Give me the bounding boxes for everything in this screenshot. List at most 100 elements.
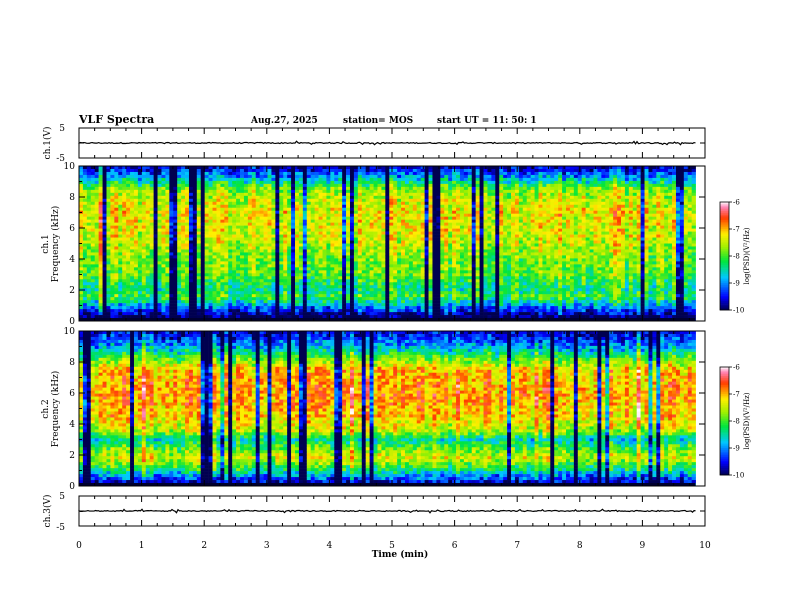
ch1-spec-cell bbox=[444, 174, 449, 179]
ch1-spec-cell bbox=[377, 252, 382, 256]
ch1-spec-cell bbox=[236, 166, 241, 170]
ch1-spec-cell bbox=[318, 171, 323, 176]
ch1-spec-cell bbox=[393, 186, 398, 191]
ch1-spec-cell bbox=[298, 166, 304, 170]
ch1-spec-cell bbox=[106, 237, 111, 241]
ch1-spec-cell bbox=[444, 288, 449, 292]
ch1-spec-cell bbox=[122, 166, 127, 170]
ch1-spec-cell bbox=[208, 207, 213, 212]
ch1-spec-cell bbox=[287, 306, 292, 310]
ch1-spec-cell bbox=[428, 195, 433, 200]
ch1-spec-cell bbox=[106, 222, 111, 226]
ch1-spec-cell bbox=[349, 246, 355, 250]
ch1-spec-cell bbox=[196, 189, 202, 194]
ch1-spec-cell bbox=[90, 309, 96, 313]
ch1-spec-cell bbox=[330, 303, 335, 307]
ch1-spec-cell bbox=[279, 168, 284, 173]
ch1-spec-cell bbox=[161, 315, 166, 319]
ch1-spec-cell bbox=[90, 204, 96, 209]
ch1-spec-cell bbox=[361, 219, 367, 223]
ch1-spec-cell bbox=[153, 255, 158, 259]
ch1-spec-cell bbox=[141, 201, 147, 206]
ch1-spec-cell bbox=[295, 276, 300, 280]
ch1-spec-cell bbox=[401, 300, 406, 304]
ch1-spec-cell bbox=[106, 171, 111, 176]
ch1-spec-cell bbox=[342, 228, 347, 232]
ch1-spec-cell bbox=[204, 255, 209, 259]
ch1-spec-cell bbox=[126, 204, 131, 209]
ch1-spec-cell bbox=[165, 306, 170, 310]
ch1-spec-cell bbox=[149, 216, 154, 220]
ch1-spec-cell bbox=[161, 255, 166, 259]
ch1-spec-cell bbox=[240, 180, 245, 185]
ch1-spec-cell bbox=[353, 222, 359, 226]
ch1-spec-cell bbox=[220, 174, 225, 179]
ch1-spec-cell bbox=[220, 204, 225, 209]
ch1-spec-cell bbox=[326, 279, 331, 283]
ch1-spec-cell bbox=[220, 231, 225, 235]
ch1-spec-cell bbox=[275, 315, 280, 319]
ch1-spec-cell bbox=[216, 237, 221, 241]
ch1-spec-cell bbox=[255, 252, 260, 256]
ch1-spec-cell bbox=[424, 246, 429, 250]
ch1-spec-cell bbox=[220, 279, 225, 283]
ch1-spec-cell bbox=[436, 303, 441, 307]
ch1-spec-cell bbox=[342, 312, 347, 316]
ch1-spec-cell bbox=[295, 291, 300, 295]
ch1-spec-cell bbox=[271, 213, 276, 217]
ch1-spec-cell bbox=[200, 210, 205, 214]
ch1-spec-cell bbox=[369, 237, 374, 241]
ch1-spec-cell bbox=[408, 246, 414, 250]
ch1-spec-cell bbox=[295, 213, 300, 217]
ch1-spec-cell bbox=[243, 264, 249, 268]
ch1-spec-cell bbox=[212, 294, 217, 298]
ch1-spec-cell bbox=[353, 306, 359, 310]
ch1-spec-cell bbox=[161, 216, 166, 220]
ch1-spec-cell bbox=[216, 166, 221, 170]
ch1-spec-cell bbox=[318, 166, 323, 170]
ch1-spec-cell bbox=[216, 279, 221, 283]
ch1-spec-cell bbox=[165, 240, 170, 244]
ch1-spec-cell bbox=[295, 174, 300, 179]
ch1-spec-cell bbox=[326, 180, 331, 185]
ch1-spec-cell bbox=[240, 213, 245, 217]
ch1-spec-cell bbox=[393, 171, 398, 176]
ch1-spec-cell bbox=[153, 291, 158, 295]
ch1-spec-cell bbox=[440, 246, 445, 250]
ch1-spec-cell bbox=[353, 234, 359, 238]
ch1-spec-cell bbox=[204, 303, 209, 307]
ch1-spec-cell bbox=[255, 183, 260, 188]
ch1-spec-cell bbox=[118, 237, 123, 241]
ch1-spec-cell bbox=[287, 309, 292, 313]
ch1-spec-cell bbox=[192, 168, 198, 173]
ch1-spec-cell bbox=[310, 267, 315, 271]
ch1-spec-cell bbox=[173, 186, 178, 191]
ch1-spec-cell bbox=[322, 207, 327, 212]
ch1-spec-cell bbox=[259, 213, 264, 217]
ch1-spec-cell bbox=[279, 273, 284, 277]
ch1-spec-cell bbox=[82, 276, 88, 280]
ch1-spec-cell bbox=[79, 225, 84, 229]
ch1-spec-cell bbox=[196, 264, 202, 268]
ch1-spec-cell bbox=[302, 207, 308, 212]
ch1-spec-cell bbox=[310, 261, 315, 265]
ch1-spec-cell bbox=[90, 255, 96, 259]
ch1-spec-cell bbox=[349, 189, 355, 194]
ch1-spec-cell bbox=[322, 183, 327, 188]
ch1-spec-cell bbox=[373, 198, 378, 203]
ch1-spec-cell bbox=[424, 249, 429, 253]
ch1-spec-cell bbox=[90, 225, 96, 229]
ch1-spec-cell bbox=[188, 186, 194, 191]
ch1-spec-cell bbox=[436, 297, 441, 301]
ch1-spec-cell bbox=[141, 204, 147, 209]
ch1-spec-cell bbox=[161, 291, 166, 295]
ch1-spec-cell bbox=[440, 219, 445, 223]
ch1-spec-cell bbox=[283, 294, 288, 298]
ch1-spec-cell bbox=[271, 168, 276, 173]
ch1-spec-cell bbox=[251, 282, 257, 286]
ch1-spec-cell bbox=[137, 258, 143, 262]
ch1-spec-cell bbox=[401, 195, 406, 200]
ch1-spec-cell bbox=[243, 171, 249, 176]
ch1-spec-cell bbox=[192, 249, 198, 253]
